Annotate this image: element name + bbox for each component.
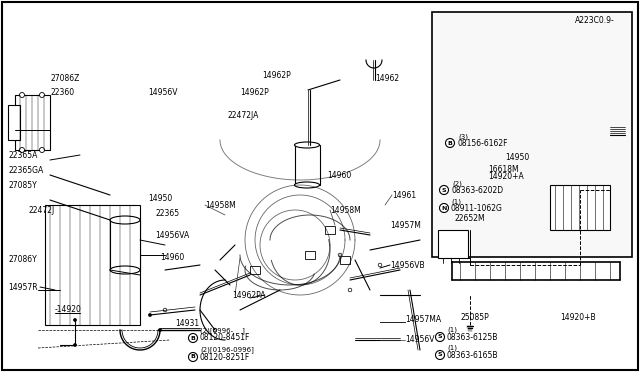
Text: (1): (1) (447, 327, 457, 333)
Text: 14957MA: 14957MA (405, 315, 441, 324)
Text: 08363-6165B: 08363-6165B (447, 350, 499, 359)
Text: B: B (447, 141, 452, 145)
Text: 22652M: 22652M (455, 214, 486, 222)
Circle shape (148, 314, 152, 317)
Text: 08120-8451F: 08120-8451F (200, 334, 250, 343)
Text: 14956V: 14956V (405, 336, 435, 344)
Bar (295, 145, 320, 185)
Text: S: S (438, 353, 442, 357)
Text: 08156-6162F: 08156-6162F (458, 138, 509, 148)
Ellipse shape (110, 266, 140, 274)
Ellipse shape (294, 142, 319, 148)
Ellipse shape (110, 216, 140, 224)
Circle shape (435, 350, 445, 359)
Circle shape (378, 263, 382, 267)
Circle shape (159, 328, 161, 331)
Text: 14961: 14961 (392, 190, 416, 199)
Text: 27085Y: 27085Y (8, 180, 36, 189)
Circle shape (163, 308, 167, 312)
Text: 27086Y: 27086Y (8, 256, 36, 264)
Text: 22365A: 22365A (8, 151, 37, 160)
Bar (250, 266, 260, 274)
Bar (110, 220, 140, 270)
Text: 14956V: 14956V (148, 87, 177, 96)
Text: 25085P: 25085P (461, 314, 490, 323)
Circle shape (74, 318, 77, 321)
Text: 14960: 14960 (160, 253, 184, 263)
Text: 14920+A: 14920+A (488, 171, 524, 180)
Text: 22365GA: 22365GA (8, 166, 44, 174)
Text: 14957M: 14957M (390, 221, 421, 230)
Text: 22365: 22365 (155, 208, 179, 218)
Text: 22360: 22360 (50, 87, 74, 96)
Circle shape (189, 353, 198, 362)
Bar (8, 105, 20, 140)
Text: 14957R: 14957R (8, 282, 38, 292)
Text: 14962P: 14962P (240, 87, 269, 96)
Circle shape (440, 186, 449, 195)
Text: 27086Z: 27086Z (50, 74, 79, 83)
Text: 14950: 14950 (505, 153, 529, 161)
Circle shape (440, 203, 449, 212)
Text: A223C0.9-: A223C0.9- (575, 16, 615, 25)
Circle shape (348, 288, 352, 292)
Bar (550, 185, 610, 230)
Text: 08911-1062G: 08911-1062G (451, 203, 503, 212)
Text: (2)[0196-0996]: (2)[0196-0996] (200, 347, 254, 353)
Text: (3): (3) (458, 134, 468, 140)
Text: 22472JA: 22472JA (228, 110, 259, 119)
Text: N: N (442, 205, 447, 211)
Circle shape (40, 93, 45, 97)
Bar (438, 230, 468, 258)
Bar (340, 256, 350, 264)
Text: 14962PA: 14962PA (232, 291, 266, 299)
Circle shape (435, 333, 445, 341)
Ellipse shape (294, 182, 319, 188)
Text: B: B (191, 355, 195, 359)
Circle shape (445, 138, 454, 148)
Text: 16618M: 16618M (488, 164, 518, 173)
Text: 14958M: 14958M (205, 201, 236, 209)
Text: 08120-8251F: 08120-8251F (200, 353, 250, 362)
Circle shape (19, 148, 24, 153)
Text: 14950: 14950 (148, 193, 172, 202)
Circle shape (213, 328, 217, 332)
Text: (2): (2) (452, 181, 462, 187)
Text: (1): (1) (447, 345, 457, 351)
Text: S: S (442, 187, 446, 192)
Text: 08363-6125B: 08363-6125B (447, 333, 499, 341)
Circle shape (189, 334, 198, 343)
Text: 14956VB: 14956VB (390, 260, 424, 269)
Text: (1): (1) (451, 199, 461, 205)
Text: -14920: -14920 (55, 305, 82, 314)
Text: (2)[0996-    ]: (2)[0996- ] (200, 328, 245, 334)
Text: B: B (191, 336, 195, 340)
Text: 14920+B: 14920+B (560, 314, 596, 323)
Text: 14960: 14960 (327, 170, 351, 180)
Circle shape (74, 343, 77, 346)
Text: 14956VA: 14956VA (155, 231, 189, 240)
Text: S: S (438, 334, 442, 340)
Circle shape (40, 148, 45, 153)
Bar (15, 95, 50, 150)
Bar (432, 12, 632, 257)
Text: 14958M: 14958M (330, 205, 361, 215)
Text: 08363-6202D: 08363-6202D (452, 186, 504, 195)
Text: 14962: 14962 (375, 74, 399, 83)
Text: 22472J: 22472J (28, 205, 54, 215)
Text: 14962P: 14962P (262, 71, 291, 80)
Text: 14931: 14931 (175, 318, 199, 327)
Bar (45, 205, 140, 325)
Circle shape (338, 253, 342, 257)
Circle shape (19, 93, 24, 97)
Bar (305, 251, 315, 259)
Bar (325, 226, 335, 234)
